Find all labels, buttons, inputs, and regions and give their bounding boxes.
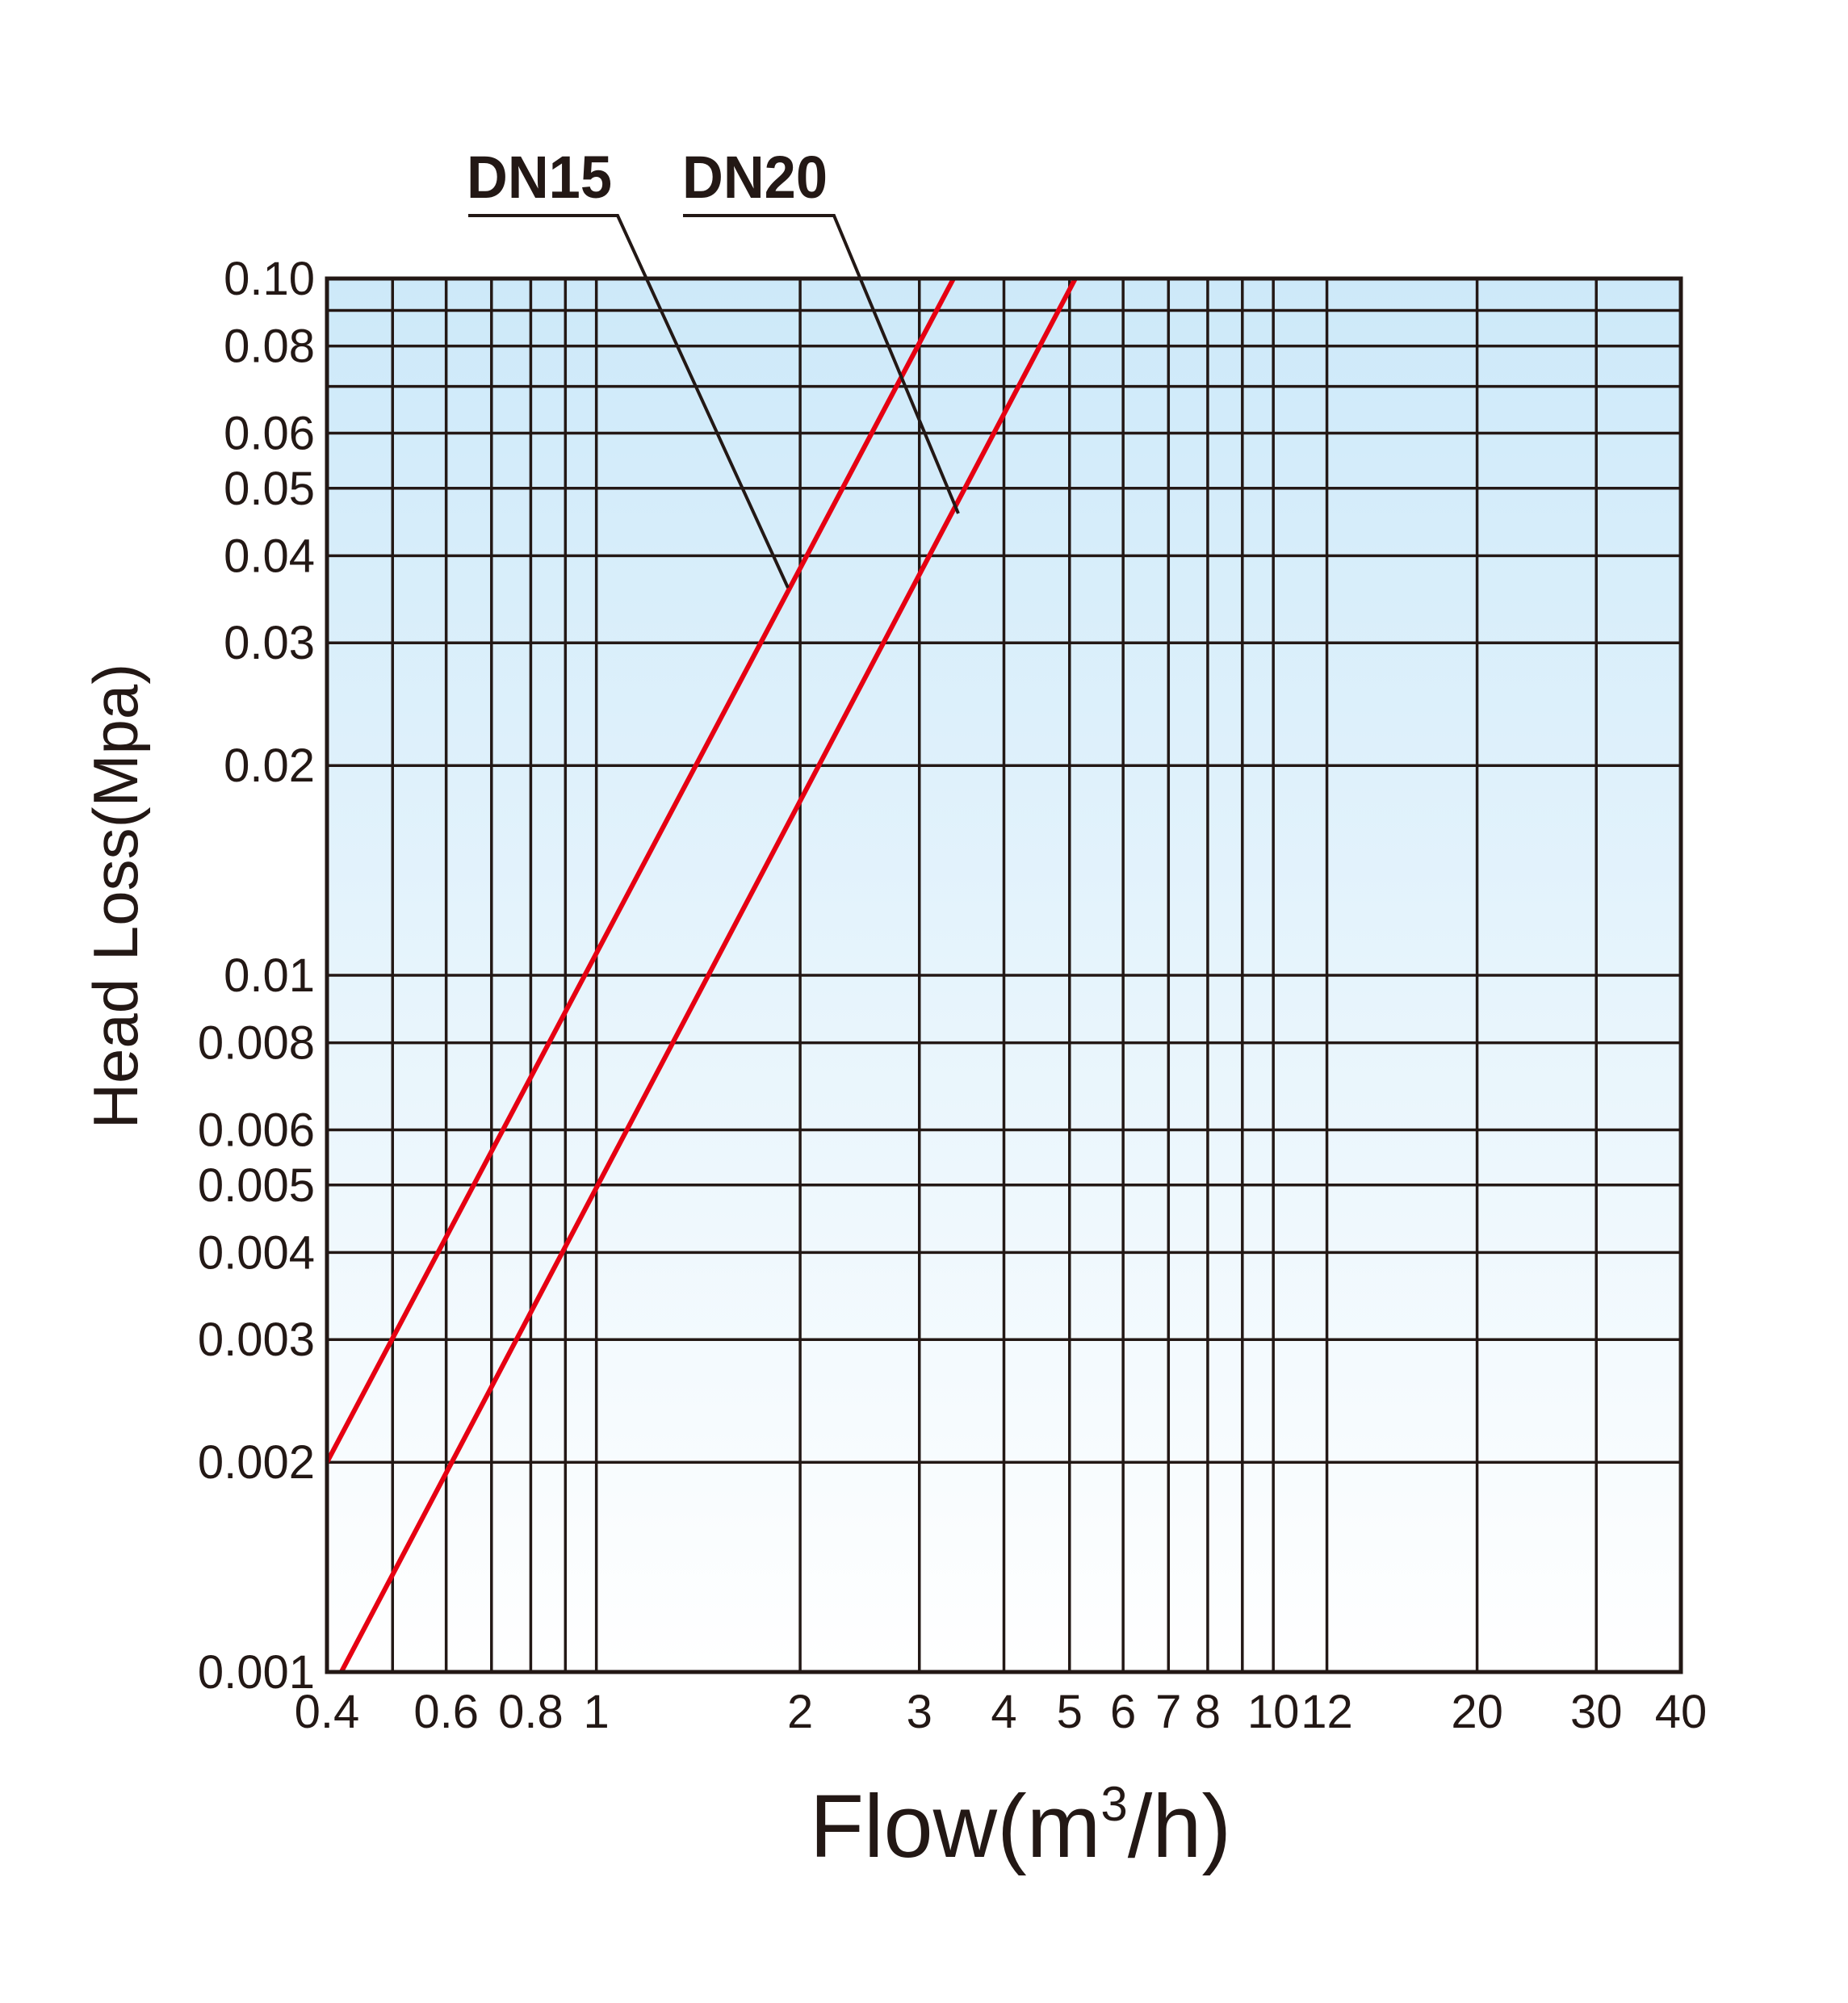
x-tick-label: 8 (1195, 1686, 1221, 1738)
series-line-dn15 (325, 277, 956, 1464)
x-tick-label: 0.4 (295, 1686, 360, 1738)
x-tick-labels: 0.4 0.6 0.8 1 2 3 4 5 6 7 8 10 12 20 30 40 (295, 1686, 1708, 1738)
y-tick-label: 0.08 (224, 321, 315, 373)
x-tick-label: 10 (1247, 1686, 1300, 1738)
x-tick-label: 12 (1301, 1686, 1353, 1738)
y-tick-label: 0.06 (224, 407, 315, 459)
y-tick-labels: 0.10 0.08 0.060.05 0.04 0.03 0.02 0.01 0.008 0.0… (198, 253, 315, 1699)
x-tick-label: 6 (1110, 1686, 1136, 1738)
x-tick-label: 3 (907, 1686, 932, 1738)
y-tick-label: 0.003 (198, 1314, 315, 1366)
leader-line-dn20 (683, 214, 960, 514)
grid (325, 277, 1682, 1674)
x-axis-title-sup: 3 (1100, 1777, 1127, 1831)
y-tick-label: 0.03 (224, 617, 315, 669)
x-axis-title-main: Flow(m (810, 1777, 1101, 1876)
x-tick-label: 1 (584, 1686, 610, 1738)
series-label-dn20: DN20 (682, 144, 828, 211)
y-tick-label: 0.006 (198, 1104, 315, 1156)
y-tick-label: 0.008 (198, 1017, 315, 1070)
x-tick-label: 40 (1655, 1686, 1708, 1738)
x-tick-label: 20 (1451, 1686, 1503, 1738)
x-tick-label: 0.8 (498, 1686, 564, 1738)
x-tick-label: 0.6 (413, 1686, 479, 1738)
x-tick-label: 4 (991, 1686, 1016, 1738)
x-axis-title: Flow(m3/h) (810, 1777, 1231, 1876)
y-tick-label: 0.004 (198, 1226, 315, 1279)
y-tick-label: 0.001 (198, 1646, 315, 1699)
y-axis-title: Head Loss(Mpa) (80, 664, 151, 1129)
y-tick-label: 0.02 (224, 740, 315, 792)
x-tick-label: 30 (1570, 1686, 1623, 1738)
y-tick-label: 0.05 (224, 463, 315, 515)
y-tick-label: 0.04 (224, 530, 315, 582)
y-tick-label: 0.10 (224, 253, 315, 305)
plot-frame (325, 276, 1683, 1674)
y-tick-label: 0.01 (224, 949, 315, 1002)
y-tick-label: 0.005 (198, 1159, 315, 1212)
y-tick-label: 0.002 (198, 1436, 315, 1489)
x-tick-label: 2 (787, 1686, 813, 1738)
x-tick-label: 7 (1155, 1686, 1181, 1738)
series-line-dn20 (339, 277, 1078, 1674)
x-tick-label: 5 (1057, 1686, 1083, 1738)
series-label-dn15: DN15 (467, 144, 612, 211)
x-axis-title-tail: /h) (1128, 1777, 1231, 1876)
series-lines (325, 277, 1078, 1674)
leader-line-dn15 (468, 214, 790, 589)
